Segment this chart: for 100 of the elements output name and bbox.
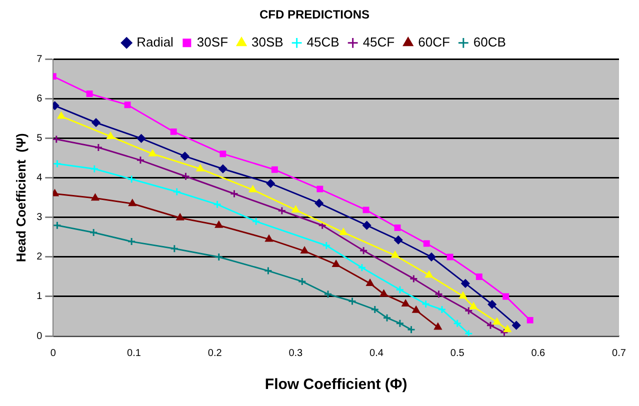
- point: [213, 200, 222, 209]
- point: [137, 134, 146, 143]
- point: [394, 224, 401, 231]
- x-tick-label: 0.4: [370, 348, 384, 359]
- point: [318, 221, 327, 230]
- point: [396, 319, 404, 328]
- point: [314, 198, 324, 208]
- point: [488, 300, 496, 309]
- x-tick-label: 0.3: [288, 348, 304, 359]
- point: [526, 316, 534, 324]
- point: [316, 186, 324, 192]
- y-tick-label: 2: [36, 252, 43, 263]
- x-tick-label: 0.7: [612, 348, 626, 359]
- y-tick-label: 6: [36, 94, 43, 105]
- point: [214, 252, 224, 262]
- point: [300, 246, 308, 254]
- y-tick-label: 7: [36, 54, 43, 66]
- point: [264, 266, 272, 276]
- point: [170, 128, 177, 135]
- point: [220, 150, 226, 158]
- point: [180, 152, 190, 160]
- point: [127, 237, 136, 246]
- point: [394, 236, 403, 244]
- point: [366, 279, 374, 286]
- legend-label: 60CF: [418, 34, 450, 50]
- point: [427, 252, 436, 262]
- point: [362, 221, 372, 230]
- point: [396, 286, 404, 294]
- point: [90, 164, 99, 174]
- point: [434, 290, 443, 298]
- point: [57, 112, 66, 119]
- y-tick-label: 0: [36, 330, 43, 342]
- point: [362, 206, 370, 214]
- point: [391, 251, 399, 258]
- point: [92, 118, 100, 127]
- point: [148, 150, 156, 156]
- chart-title: CFD PREDICTIONS: [259, 8, 370, 22]
- point: [438, 305, 446, 314]
- point: [176, 214, 184, 220]
- x-tick-label: 0.5: [450, 348, 465, 359]
- point: [412, 306, 420, 313]
- point: [359, 246, 368, 255]
- point: [502, 293, 510, 300]
- point: [446, 254, 454, 260]
- point: [461, 279, 470, 288]
- y-tick-label: 3: [36, 212, 43, 224]
- point: [422, 300, 430, 308]
- point: [512, 321, 521, 330]
- point: [322, 241, 331, 250]
- point: [486, 321, 495, 330]
- point: [127, 174, 136, 184]
- x-tick-label: 0: [50, 348, 56, 359]
- x-axis-title: Flow Coefficient (Φ): [264, 376, 408, 394]
- point: [86, 90, 93, 98]
- point: [106, 132, 114, 139]
- x-tick-label: 0.6: [531, 348, 546, 359]
- point: [370, 305, 380, 314]
- point: [292, 206, 300, 212]
- point: [476, 274, 482, 280]
- legend-label: 30SB: [252, 34, 284, 50]
- x-tick-label: 0.2: [208, 348, 222, 359]
- legend-label: 30SF: [196, 34, 228, 50]
- point: [278, 206, 286, 215]
- point: [266, 179, 275, 188]
- point: [218, 164, 228, 174]
- point: [265, 234, 273, 242]
- point: [380, 290, 388, 297]
- point: [89, 228, 98, 237]
- point: [402, 300, 410, 306]
- point: [128, 199, 136, 206]
- point: [298, 277, 306, 286]
- point: [453, 319, 462, 328]
- x-tick-label: 0.1: [127, 348, 142, 359]
- point: [170, 244, 179, 253]
- point: [493, 318, 501, 325]
- point: [124, 102, 131, 108]
- point: [271, 166, 278, 173]
- y-tick-label: 5: [36, 133, 43, 144]
- point: [172, 188, 182, 196]
- point: [324, 290, 332, 298]
- point: [434, 323, 442, 330]
- point: [230, 190, 238, 198]
- y-tick-label: 4: [36, 172, 43, 184]
- point: [382, 314, 392, 322]
- point: [340, 228, 348, 235]
- point: [348, 296, 356, 306]
- point: [504, 325, 512, 332]
- point: [332, 260, 340, 267]
- legend-label: Radial: [136, 34, 174, 50]
- y-axis-title: Head Coefficient (Ψ): [13, 133, 28, 262]
- point: [94, 143, 103, 152]
- point: [423, 240, 430, 247]
- point: [409, 274, 418, 283]
- point: [249, 186, 257, 192]
- point: [459, 292, 467, 299]
- point: [358, 263, 366, 272]
- point: [181, 172, 190, 181]
- point: [252, 217, 260, 226]
- point: [215, 221, 223, 228]
- point: [196, 164, 204, 172]
